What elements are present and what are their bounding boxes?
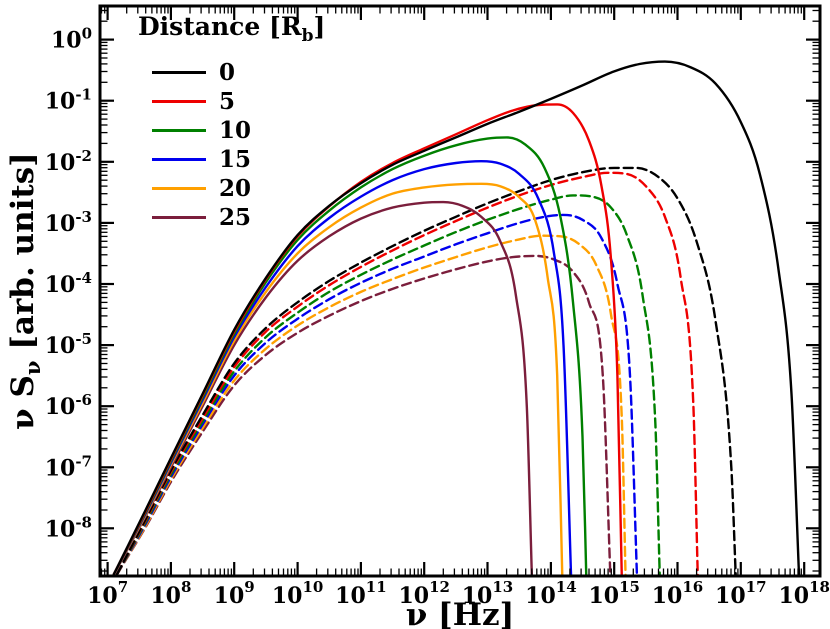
series-distance-25-solid <box>112 200 534 576</box>
series-distance-10-dashed <box>115 194 661 576</box>
legend-line-swatch <box>152 187 206 190</box>
svg-text:10-4: 10-4 <box>45 269 92 298</box>
legend-item-5: 5 <box>138 87 325 116</box>
svg-text:10-2: 10-2 <box>45 147 92 176</box>
legend-item-25: 25 <box>138 203 325 232</box>
series-distance-5-dashed <box>115 171 699 576</box>
legend: Distance [Rb] 0 5 10 15 20 25 <box>138 12 325 232</box>
legend-item-label: 25 <box>219 204 252 231</box>
legend-item-label: 10 <box>219 117 252 144</box>
legend-line-swatch <box>152 216 206 219</box>
legend-line-swatch <box>152 129 206 132</box>
legend-item-label: 0 <box>219 59 236 86</box>
legend-item-15: 15 <box>138 145 325 174</box>
legend-item-20: 20 <box>138 174 325 203</box>
series-distance-20-dashed <box>115 234 627 576</box>
y-axis-label: ν Sν [arb. units] <box>5 152 45 430</box>
legend-item-0: 0 <box>138 58 325 87</box>
series-distance-25-dashed <box>115 254 612 576</box>
svg-text:10-3: 10-3 <box>45 208 92 237</box>
plot-frame <box>98 4 822 578</box>
series-distance-20-solid <box>112 182 564 576</box>
legend-item-label: 20 <box>219 175 252 202</box>
series-lines <box>112 60 801 576</box>
series-distance-0-dashed <box>115 166 737 576</box>
legend-title: Distance [Rb] <box>138 12 326 46</box>
legend-line-swatch <box>152 71 206 74</box>
legend-line-swatch <box>152 158 206 161</box>
legend-item-label: 5 <box>219 88 236 115</box>
x-axis-label: ν [Hz] <box>406 597 515 629</box>
axis-ticks <box>100 6 820 576</box>
svg-text:10-8: 10-8 <box>45 513 92 542</box>
series-distance-0-solid <box>112 60 801 576</box>
legend-item-label: 15 <box>219 146 252 173</box>
series-distance-15-dashed <box>115 213 639 576</box>
legend-item-10: 10 <box>138 116 325 145</box>
legend-line-swatch <box>152 100 206 103</box>
